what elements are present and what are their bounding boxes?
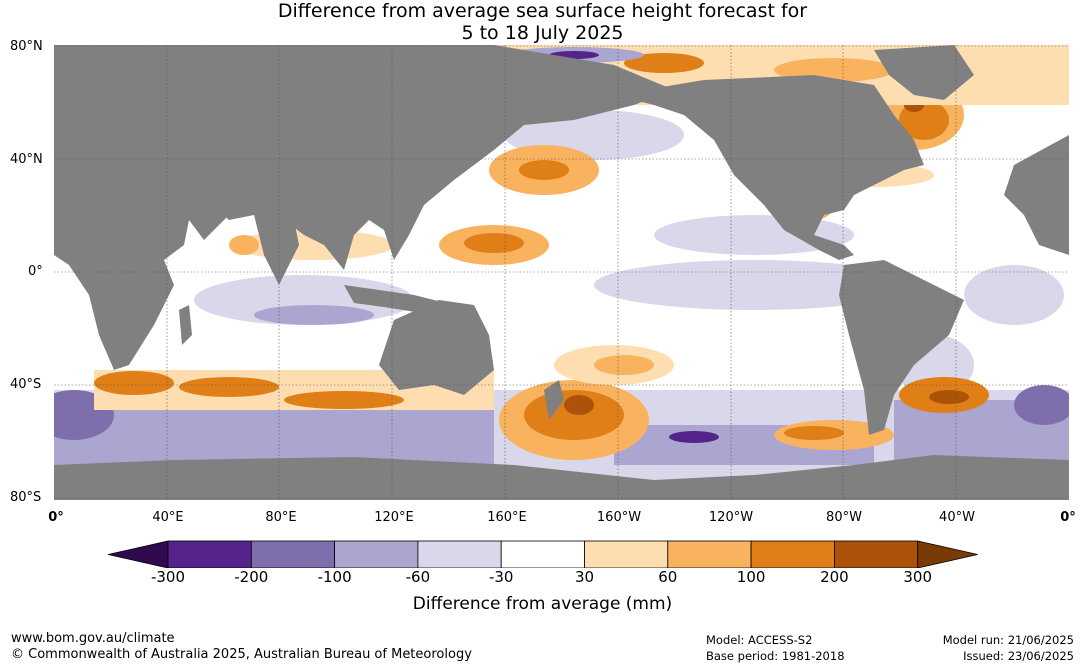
colorbar [107,540,978,572]
lon-label-40e: 40°E [152,510,184,525]
land-greenland [874,45,974,100]
land-new-zealand [544,380,564,420]
colorbar-min-triangle [107,540,169,569]
colorbar-label: Difference from average (mm) [412,594,673,614]
colorbar-tick-label: -30 [488,568,514,586]
lon-label-80e: 80°E [265,510,297,525]
lon-label-40w: 40°W [939,510,975,525]
map-title: Difference from average sea surface heig… [0,0,1085,44]
land-australia [379,300,494,395]
sea-surface-height-map [54,45,1069,500]
land-madagascar [179,305,192,345]
land-eurasia [54,45,674,270]
colorbar-tick-label: 200 [820,568,849,586]
lon-label-80w: 80°W [826,510,862,525]
colorbar-segment [750,540,835,569]
lat-label-80s: 80°S [10,490,42,505]
lat-label-40n: 40°N [10,152,43,167]
land-masses [54,45,1069,500]
colorbar-segment [667,540,752,569]
colorbar-segment [584,540,669,569]
colorbar-tick-label: -60 [405,568,431,586]
title-line-1: Difference from average sea surface heig… [277,0,808,22]
title-line-2: 5 to 18 July 2025 [461,22,624,44]
footer-model: Model: ACCESS-S2 [706,633,813,647]
land-north-america [614,75,924,260]
footer-website: www.bom.gov.au/climate [11,631,175,646]
footer-base-period: Base period: 1981-2018 [706,649,845,663]
lon-label-0-left: 0° [48,510,64,525]
lon-label-0-right: 0° [1060,510,1076,525]
footer-model-run: Model run: 21/06/2025 [942,633,1074,647]
colorbar-segment [417,540,502,569]
lat-label-40s: 40°S [10,377,42,392]
colorbar-tick-label: 30 [574,568,595,586]
land-europe-east [1004,135,1069,255]
land-india [254,215,299,285]
land-antarctica [54,455,1069,500]
colorbar-graphic [107,540,978,569]
colorbar-segment [834,540,919,569]
lat-label-0: 0° [28,264,43,279]
lon-label-160e: 160°E [487,510,527,525]
lat-label-80n: 80°N [10,39,43,54]
colorbar-tick-label: -200 [234,568,269,586]
colorbar-tick-label: 300 [903,568,933,586]
colorbar-max-triangle [917,540,978,569]
footer-issued: Issued: 23/06/2025 [963,649,1074,663]
graticule [54,45,1069,500]
land-africa [54,115,194,370]
colorbar-tick-label: 60 [658,568,678,586]
colorbar-segment [250,540,336,569]
lon-label-120w: 120°W [708,510,754,525]
land-south-america [839,260,964,435]
land-arabia [174,165,229,240]
lon-label-120e: 120°E [374,510,414,525]
colorbar-segment [167,540,252,569]
footer-copyright: © Commonwealth of Australia 2025, Austra… [11,647,472,662]
colorbar-segment [500,540,585,569]
colorbar-segment [334,540,419,569]
colorbar-tick-label: 100 [736,568,766,586]
colorbar-tick-label: -300 [150,568,186,586]
colorbar-tick-label: -100 [317,568,352,586]
lon-label-160w: 160°W [596,510,642,525]
